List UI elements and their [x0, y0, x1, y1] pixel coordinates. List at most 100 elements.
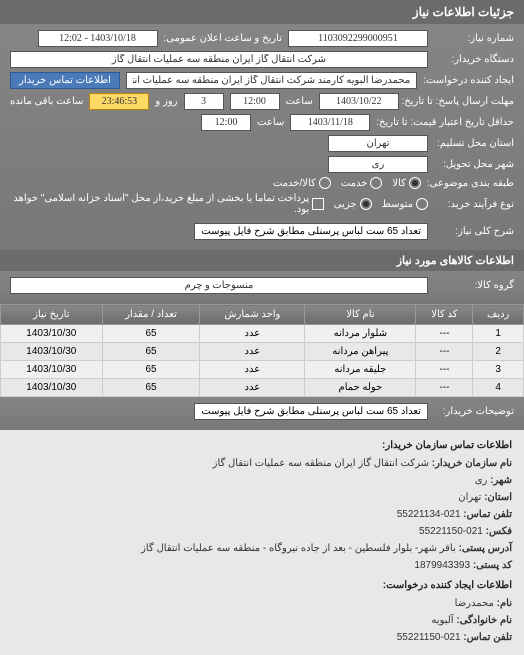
province-label: استان:	[484, 492, 512, 503]
validity-label: حداقل تاریخ اعتبار قیمت: تا تاریخ:	[376, 117, 514, 128]
table-cell: حوله حمام	[305, 379, 416, 397]
radio-small[interactable]: جزیی	[334, 198, 372, 210]
col-unit: واحد شمارش	[200, 305, 305, 325]
buyer-label: دستگاه خریدار:	[434, 54, 514, 65]
days-input[interactable]	[184, 93, 224, 110]
table-cell: 65	[102, 361, 200, 379]
table-cell: پیراهن مردانه	[305, 343, 416, 361]
public-date-input[interactable]	[38, 30, 158, 47]
creator-phone: 021-55221150	[397, 632, 461, 643]
table-cell: 65	[102, 379, 200, 397]
province-value: تهران	[458, 492, 481, 503]
col-code: کد کالا	[416, 305, 473, 325]
request-no-input[interactable]	[288, 30, 428, 47]
days-label: روز و	[155, 96, 177, 107]
creator-input[interactable]	[126, 72, 417, 89]
table-cell: 1403/10/30	[1, 325, 103, 343]
buyer-input[interactable]	[10, 51, 428, 68]
fax-value: 021-55221150	[419, 526, 483, 537]
table-row: 4---حوله حمامعدد651403/10/30	[1, 379, 524, 397]
phone-label: تلفن تماس:	[463, 509, 512, 520]
table-cell: ---	[416, 343, 473, 361]
table-cell: جلیقه مردانه	[305, 361, 416, 379]
table-cell: عدد	[200, 361, 305, 379]
table-cell: 2	[473, 343, 524, 361]
table-cell: 65	[102, 325, 200, 343]
location-input[interactable]	[328, 135, 428, 152]
radio-goods[interactable]: کالا	[392, 177, 421, 189]
table-cell: شلوار مردانه	[305, 325, 416, 343]
subject-type-label: طبقه بندی موضوعی:	[427, 178, 514, 189]
creator-label: ایجاد کننده درخواست:	[423, 75, 514, 86]
phone-value: 021-55221134	[397, 509, 461, 520]
contact-button[interactable]: اطلاعات تماس خریدار	[10, 72, 120, 89]
deadline-time-input[interactable]	[230, 93, 280, 110]
table-cell: 1403/10/30	[1, 343, 103, 361]
creator-phone-label: تلفن تماس:	[463, 632, 512, 643]
group-label: گروه کالا:	[434, 280, 514, 291]
buyer-notes-label: توضیحات خریدار:	[434, 406, 514, 417]
radio-service[interactable]: خدمت	[341, 177, 383, 189]
city-label: شهر:	[490, 475, 512, 486]
col-row: ردیف	[473, 305, 524, 325]
public-date-label: تاریخ و ساعت اعلان عمومی:	[164, 33, 283, 44]
creator-name: محمدرضا	[455, 598, 494, 609]
main-desc-label: شرح کلی نیاز:	[434, 226, 514, 237]
goods-section-title: اطلاعات کالاهای مورد نیاز	[0, 250, 524, 271]
page-title: جزئیات اطلاعات نیاز	[413, 5, 514, 19]
purchase-type-label: نوع فرآیند خرید:	[434, 199, 514, 210]
main-desc-value: تعداد 65 ست لباس پرسنلی مطابق شرح فایل پ…	[194, 223, 428, 240]
goods-table: ردیف کد کالا نام کالا واحد شمارش تعداد /…	[0, 304, 524, 397]
table-cell: ---	[416, 325, 473, 343]
remain-time-input[interactable]	[89, 93, 149, 110]
col-name: نام کالا	[305, 305, 416, 325]
table-cell: عدد	[200, 325, 305, 343]
col-qty: تعداد / مقدار	[102, 305, 200, 325]
time-label-1: ساعت	[286, 96, 313, 107]
table-cell: 3	[473, 361, 524, 379]
deadline-date-input[interactable]	[319, 93, 399, 110]
checkbox-note[interactable]: پرداخت تماما یا بخشی از مبلغ خرید،از محل…	[10, 193, 324, 215]
postal-value: 1879943393	[414, 560, 470, 571]
org-name-label: نام سازمان خریدار:	[432, 458, 512, 469]
postal-label: کد پستی:	[473, 560, 512, 571]
address-value: باقر شهر- بلوار فلسطین - بعد از جاده نیر…	[141, 543, 456, 554]
address-label: آدرس پستی:	[459, 543, 512, 554]
validity-time-input[interactable]	[201, 114, 251, 131]
table-cell: ---	[416, 379, 473, 397]
creator-family-label: نام خانوادگی:	[456, 615, 512, 626]
table-cell: 1	[473, 325, 524, 343]
org-heading: اطلاعات تماس سازمان خریدار:	[12, 438, 512, 454]
group-input[interactable]	[10, 277, 428, 294]
radio-both[interactable]: کالا/خدمت	[273, 177, 331, 189]
table-cell: عدد	[200, 343, 305, 361]
table-cell: 65	[102, 343, 200, 361]
delivery-city-label: شهر محل تحویل:	[434, 159, 514, 170]
col-date: تاریخ نیاز	[1, 305, 103, 325]
org-name: شرکت انتقال گاز ایران منطقه سه عملیات ان…	[213, 458, 429, 469]
table-cell: عدد	[200, 379, 305, 397]
table-row: 3---جلیقه مردانهعدد651403/10/30	[1, 361, 524, 379]
city-value: ری	[475, 475, 488, 486]
table-cell: 1403/10/30	[1, 379, 103, 397]
time-label-2: ساعت	[257, 117, 284, 128]
request-no-label: شماره نیاز:	[434, 33, 514, 44]
fax-label: فکس:	[486, 526, 512, 537]
remain-label: ساعت باقی مانده	[10, 96, 83, 107]
deadline-label: مهلت ارسال پاسخ: تا تاریخ:	[405, 96, 514, 107]
location-label: استان محل تسلیم:	[434, 138, 514, 149]
page-header: جزئیات اطلاعات نیاز	[0, 0, 524, 24]
table-row: 2---پیراهن مردانهعدد651403/10/30	[1, 343, 524, 361]
table-cell: ---	[416, 361, 473, 379]
table-cell: 1403/10/30	[1, 361, 103, 379]
creator-name-label: نام:	[497, 598, 512, 609]
buyer-notes-value: تعداد 65 ست لباس پرسنلی مطابق شرح فایل پ…	[194, 403, 428, 420]
validity-date-input[interactable]	[290, 114, 370, 131]
delivery-city-input[interactable]	[328, 156, 428, 173]
table-cell: 4	[473, 379, 524, 397]
creator-heading: اطلاعات ایجاد کننده درخواست:	[12, 578, 512, 594]
radio-medium[interactable]: متوسط	[382, 198, 428, 210]
table-row: 1---شلوار مردانهعدد651403/10/30	[1, 325, 524, 343]
contact-info-block: اطلاعات تماس سازمان خریدار: نام سازمان خ…	[0, 430, 524, 655]
creator-family: آلبویه	[431, 615, 453, 626]
